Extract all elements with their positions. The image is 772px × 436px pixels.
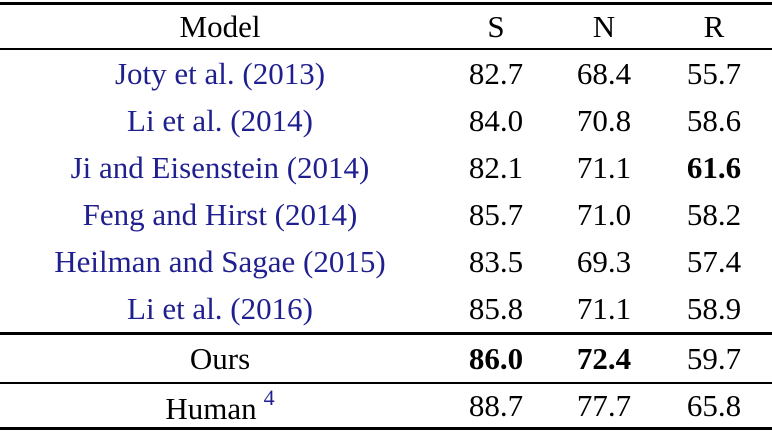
score-s-cell: 85.8 [468, 291, 524, 326]
score-s-cell: 88.7 [468, 388, 524, 423]
citation-link[interactable]: Heilman and Sagae (2015) [54, 244, 386, 279]
score-n-cell: 77.7 [576, 388, 632, 423]
column-header-n: N [592, 9, 616, 44]
score-r-cell: 55.7 [686, 56, 742, 91]
model-cell: Feng and Hirst (2014) [0, 199, 440, 230]
score-s-cell: 85.7 [468, 197, 524, 232]
score-n-cell: 68.4 [576, 56, 632, 91]
table-row: Li et al. (2016) 85.8 71.1 58.9 [0, 285, 772, 332]
score-n-cell: 70.8 [576, 103, 632, 138]
model-cell: Li et al. (2014) [0, 105, 440, 136]
table-row-ours: Ours 86.0 72.4 59.7 [0, 335, 772, 382]
score-r-cell: 58.9 [686, 291, 742, 326]
score-n-cell: 71.0 [576, 197, 632, 232]
header-separator-rule [0, 48, 772, 50]
model-cell: Li et al. (2016) [0, 293, 440, 324]
model-cell: Heilman and Sagae (2015) [0, 246, 440, 277]
citation-link[interactable]: Ji and Eisenstein (2014) [70, 150, 370, 185]
score-n-cell-best: 72.4 [576, 341, 632, 376]
score-s-cell: 82.1 [468, 150, 524, 185]
score-s-cell: 82.7 [468, 56, 524, 91]
table-row: Joty et al. (2013) 82.7 68.4 55.7 [0, 50, 772, 97]
citation-link[interactable]: Li et al. (2016) [127, 291, 313, 326]
column-header-model: Model [179, 9, 261, 44]
footnote-link[interactable]: 4 [263, 385, 275, 410]
table-row: Feng and Hirst (2014) 85.7 71.0 58.2 [0, 191, 772, 238]
model-cell: Ji and Eisenstein (2014) [0, 152, 440, 183]
model-cell-human: Human 4 [0, 385, 440, 426]
human-label: Human [165, 391, 257, 426]
score-s-cell-best: 86.0 [468, 341, 524, 376]
score-n-cell: 71.1 [576, 150, 632, 185]
score-r-cell: 57.4 [686, 244, 742, 279]
score-r-cell: 58.6 [686, 103, 742, 138]
pre-human-rule [0, 382, 772, 384]
model-cell: Joty et al. (2013) [0, 58, 440, 89]
model-cell-ours: Ours [189, 341, 251, 376]
table-row: Li et al. (2014) 84.0 70.8 58.6 [0, 97, 772, 144]
score-r-cell-best: 61.6 [686, 150, 742, 185]
citation-link[interactable]: Joty et al. (2013) [114, 56, 326, 91]
score-n-cell: 69.3 [576, 244, 632, 279]
score-r-cell: 58.2 [686, 197, 742, 232]
table-row-human: Human 4 88.7 77.7 65.8 [0, 384, 772, 427]
table-bottom-rule [0, 427, 772, 430]
citation-link[interactable]: Li et al. (2014) [127, 103, 313, 138]
citation-link[interactable]: Feng and Hirst (2014) [82, 197, 358, 232]
score-r-cell: 65.8 [686, 388, 742, 423]
score-r-cell: 59.7 [686, 341, 742, 376]
column-header-s: S [487, 9, 505, 44]
table-top-rule [0, 2, 772, 5]
score-n-cell: 71.1 [576, 291, 632, 326]
column-header-r: R [703, 9, 725, 44]
table-row: Heilman and Sagae (2015) 83.5 69.3 57.4 [0, 238, 772, 285]
table-header-row: Model S N R [0, 5, 772, 48]
score-s-cell: 84.0 [468, 103, 524, 138]
score-s-cell: 83.5 [468, 244, 524, 279]
table-row: Ji and Eisenstein (2014) 82.1 71.1 61.6 [0, 144, 772, 191]
pre-ours-rule [0, 332, 772, 335]
